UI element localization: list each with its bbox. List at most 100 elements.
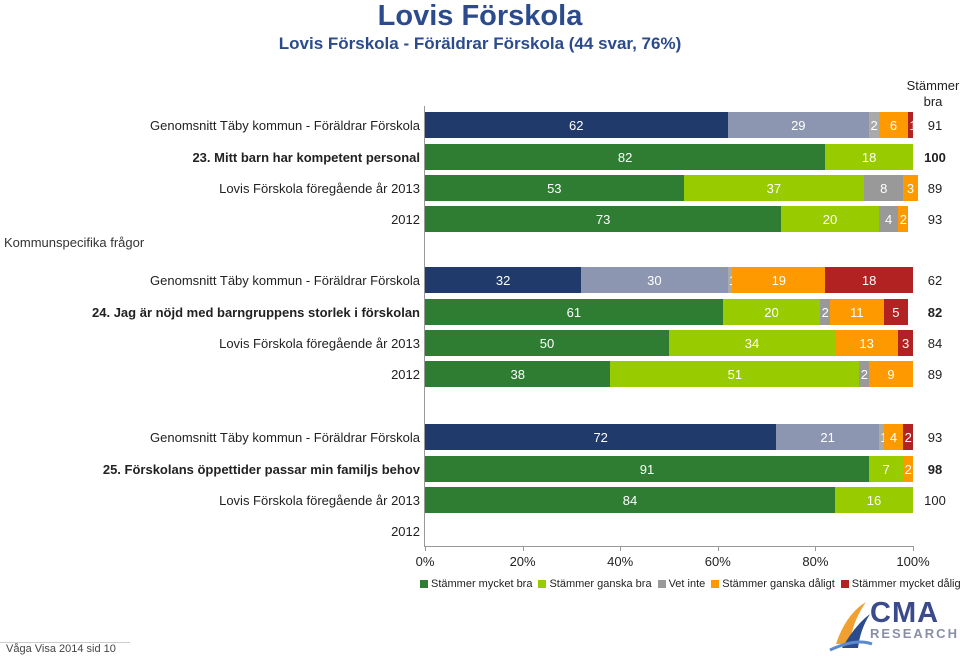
row-total: 91 (927, 118, 943, 133)
x-tick-label: 60% (704, 554, 731, 569)
legend-swatch (538, 580, 547, 588)
bar-segment (834, 330, 899, 356)
bar-segment (878, 206, 899, 232)
bar-segment (859, 361, 870, 387)
logo-name: CMA (870, 597, 940, 629)
bar-segment (425, 424, 777, 450)
legend-label: Stämmer mycket bra (431, 578, 533, 590)
bar-segment (669, 330, 835, 356)
bar-segment (722, 299, 821, 325)
row-total: 89 (927, 367, 943, 382)
bar-segment (425, 330, 669, 356)
row-label: 24. Jag är nöjd med barngruppens storlek… (92, 305, 420, 320)
legend-item: Stämmer ganska bra (538, 578, 652, 590)
x-tick (425, 546, 426, 551)
bar-segment (820, 299, 831, 325)
bar-segment (610, 361, 860, 387)
x-axis-line (424, 546, 914, 547)
legend-item: Stämmer mycket dåligt (840, 578, 960, 590)
cma-logo-icon (829, 602, 873, 652)
row-total: 100 (924, 150, 946, 165)
bar-segment (903, 424, 913, 450)
row-total: 89 (927, 181, 943, 196)
x-tick-label: 80% (802, 554, 829, 569)
legend-label: Stämmer ganska bra (549, 578, 652, 590)
bar-segment (425, 299, 723, 325)
chart-plot-area (424, 106, 915, 546)
bar-segment (425, 267, 582, 293)
legend-swatch (711, 580, 720, 588)
bar-segment (425, 456, 870, 482)
row-label: Lovis Förskola föregående år 2013 (219, 181, 420, 196)
bar-segment (903, 175, 918, 201)
bar-segment (869, 456, 904, 482)
bar-segment (727, 267, 733, 293)
row-label: Genomsnitt Täby kommun - Föräldrar Försk… (150, 118, 420, 133)
side-label-kommunspecifika: Kommunspecifika frågor (4, 235, 145, 250)
bar-segment (830, 299, 884, 325)
row-total: 93 (927, 430, 943, 445)
row-label: 2012 (391, 524, 420, 539)
legend-label: Stämmer mycket dåligt (851, 578, 960, 590)
x-tick-label: 20% (509, 554, 536, 569)
row-label: 23. Mitt barn har kompetent personal (192, 150, 420, 165)
bar-segment (883, 424, 904, 450)
bar-segment (781, 206, 879, 232)
row-total: 84 (927, 336, 943, 351)
legend-swatch (657, 580, 666, 588)
legend-label: Stämmer ganska dåligt (722, 578, 835, 590)
bar-segment (581, 267, 728, 293)
bar-segment (825, 267, 913, 293)
bar-segment (869, 361, 913, 387)
x-tick-label: 100% (896, 554, 930, 569)
bar-segment (898, 206, 909, 232)
footer-page-info: Våga Visa 2014 sid 10 (0, 642, 130, 655)
bar-segment (425, 112, 728, 138)
row-label: Genomsnitt Täby kommun - Föräldrar Försk… (150, 273, 420, 288)
x-tick (620, 546, 622, 551)
bar-segment (425, 206, 782, 232)
bar-segment (878, 424, 884, 450)
bar-segment (425, 487, 835, 513)
bar-segment (683, 175, 865, 201)
bar-segment (903, 456, 913, 482)
x-tick (717, 546, 719, 551)
logo-sub: RESEARCH (870, 626, 959, 641)
row-label: 2012 (391, 212, 420, 227)
bar-segment (425, 361, 611, 387)
bar-segment (834, 487, 913, 513)
row-label: Genomsnitt Täby kommun - Föräldrar Försk… (150, 430, 420, 445)
chart-legend: Stämmer mycket bra Stämmer ganska bra Vet … (420, 578, 960, 590)
legend-label: Vet inte (668, 578, 706, 590)
bar-segment (869, 112, 879, 138)
bar-segment (878, 112, 909, 138)
column-header-stammer-bra: Stämmer bra (906, 78, 960, 109)
x-tick (522, 546, 524, 551)
x-tick-label: 0% (415, 554, 435, 569)
row-total: 62 (927, 273, 943, 288)
bar-segment (776, 424, 879, 450)
bar-segment (864, 175, 904, 201)
row-label: Lovis Förskola föregående år 2013 (219, 493, 420, 508)
legend-item: Vet inte (657, 578, 706, 590)
legend-item: Stämmer mycket bra (420, 578, 532, 590)
page-subtitle: Lovis Förskola - Föräldrar Förskola (44 … (278, 34, 682, 53)
x-tick (815, 546, 817, 551)
bar-segment (727, 112, 870, 138)
row-total: 100 (924, 493, 946, 508)
row-total: 93 (927, 212, 943, 227)
x-tick-label: 40% (607, 554, 634, 569)
row-total: 82 (927, 305, 943, 320)
bar-segment (883, 299, 909, 325)
bar-segment (825, 144, 913, 170)
row-label: 25. Förskolans öppettider passar min fam… (102, 462, 420, 477)
row-label: Lovis Förskola föregående år 2013 (219, 336, 420, 351)
legend-swatch (840, 580, 849, 588)
bar-segment (898, 330, 913, 356)
bar-segment (732, 267, 826, 293)
row-label: 2012 (391, 367, 420, 382)
bar-segment (908, 112, 913, 138)
row-total: 98 (927, 462, 943, 477)
x-tick (913, 546, 914, 551)
page-title: Lovis Förskola (377, 0, 583, 32)
